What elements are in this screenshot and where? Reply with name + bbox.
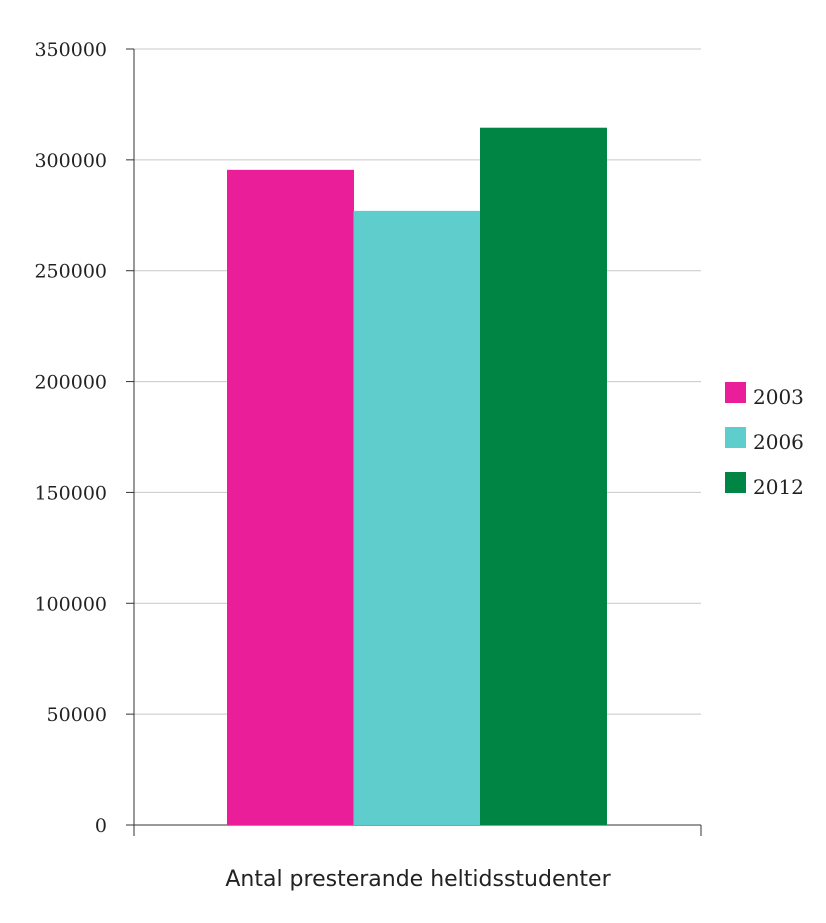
bars [227,127,607,826]
legend: 2003 2006 2012 [725,382,804,499]
y-tick-label: 200000 [34,372,107,394]
bar-2006 [353,210,481,825]
y-tick-label: 300000 [34,150,107,172]
y-tick-label: 100000 [34,593,107,615]
legend-swatch-2003 [725,382,746,403]
legend-swatch-2006 [725,427,746,448]
legend-label-2012: 2012 [753,475,804,499]
y-tick-label: 350000 [34,39,107,61]
y-tick-label: 0 [95,815,107,837]
legend-label-2006: 2006 [753,430,804,454]
y-tick-label: 250000 [34,261,107,283]
y-tick-label: 50000 [47,704,107,726]
legend-label-2003: 2003 [753,385,804,409]
bar-2012 [480,127,607,826]
y-tick-labels: 0 50000 100000 150000 200000 250000 300000 3500… [34,39,134,837]
bar-2003 [227,169,354,825]
x-axis-label: Antal presterande heltidsstudenter [225,867,611,892]
legend-swatch-2012 [725,472,746,493]
y-tick-label: 150000 [34,482,107,504]
